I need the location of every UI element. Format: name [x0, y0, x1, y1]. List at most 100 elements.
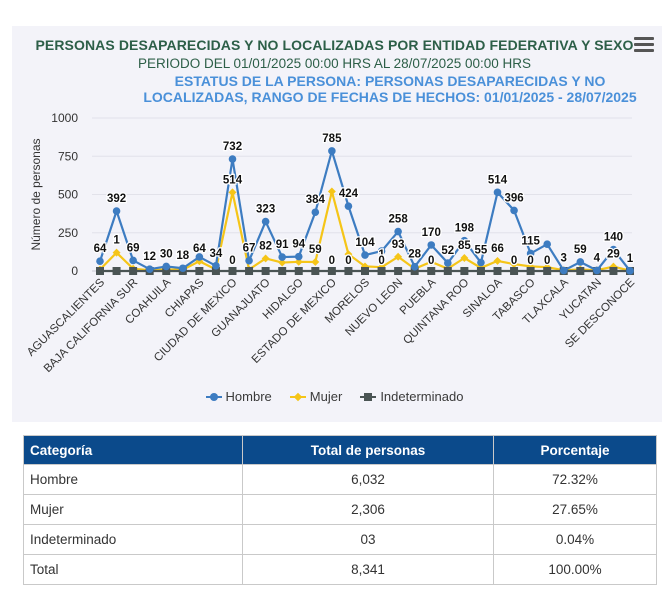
hamburger-menu-icon[interactable] [634, 37, 654, 55]
data-label: 64 [193, 243, 206, 255]
data-point [195, 253, 204, 261]
cell-total: 8,341 [242, 554, 494, 585]
data-label: 198 [455, 223, 475, 235]
data-point [327, 187, 336, 196]
data-label: 12 [143, 251, 156, 263]
data-point [526, 267, 535, 275]
data-label: 69 [127, 242, 140, 254]
header-total: Total de personas [242, 435, 494, 465]
data-label: 29 [607, 249, 620, 261]
data-point [245, 267, 254, 275]
cell-percent: 100.00% [493, 554, 657, 585]
data-point [493, 267, 502, 275]
data-label: 0 [544, 255, 550, 267]
header-categoria: Categoría [23, 435, 243, 465]
chart-title: PERSONAS DESAPARECIDAS Y NO LOCALIZADAS … [35, 37, 634, 53]
legend-item-mujer[interactable]: Mujer [289, 389, 342, 404]
data-point [427, 241, 436, 249]
y-tick-label: 500 [58, 188, 78, 202]
data-label: 28 [408, 249, 421, 261]
data-point [211, 267, 220, 275]
data-point [328, 147, 336, 155]
legend-label-hombre: Hombre [225, 389, 272, 404]
data-point [394, 267, 403, 275]
data-point [460, 254, 469, 262]
data-label: 67 [243, 243, 256, 255]
table-row: Total 8,341 100.00% [23, 554, 657, 585]
data-point [129, 256, 137, 265]
data-label: 396 [504, 192, 523, 204]
legend-item-hombre[interactable]: Hombre [205, 389, 272, 404]
diamond-marker-icon [289, 392, 306, 402]
y-axis-label: Número de personas [29, 138, 43, 250]
data-label: 323 [256, 204, 275, 216]
cell-total: 03 [242, 524, 494, 555]
data-point [576, 267, 585, 275]
data-point [510, 206, 518, 215]
data-point [543, 240, 551, 249]
data-label: 93 [392, 239, 405, 251]
data-label: 115 [521, 235, 540, 247]
data-point [162, 267, 171, 275]
data-point [129, 267, 138, 275]
legend-item-indeterminado[interactable]: Indeterminado [360, 389, 463, 404]
data-point [427, 267, 436, 275]
data-point [443, 267, 452, 275]
data-label: 34 [210, 248, 223, 260]
data-label: 0 [329, 255, 335, 267]
data-label: 55 [475, 245, 488, 257]
cell-percent: 27.65% [493, 494, 657, 525]
data-label: 104 [355, 237, 375, 249]
y-tick-label: 0 [71, 264, 78, 278]
data-label: 785 [322, 133, 342, 145]
data-label: 0 [229, 255, 235, 267]
data-point [510, 267, 519, 275]
table-header-row: Categoría Total de personas Porcentaje [23, 435, 657, 465]
data-point [377, 267, 386, 275]
data-point [228, 267, 237, 275]
y-tick-label: 750 [58, 149, 78, 163]
data-point [543, 267, 552, 275]
cell-percent: 0.04% [493, 524, 657, 555]
cell-percent: 72.32% [493, 464, 657, 495]
data-point [410, 267, 419, 275]
data-label: 1 [113, 235, 120, 247]
cell-category: Total [23, 554, 243, 585]
table-row: Hombre 6,032 72.32% [23, 464, 657, 495]
cell-category: Indeterminado [23, 524, 243, 555]
data-point [112, 267, 121, 275]
data-point [294, 267, 303, 275]
data-point [626, 267, 634, 275]
data-label: 0 [527, 255, 533, 267]
data-point [444, 259, 452, 267]
data-label: 514 [488, 174, 508, 186]
data-point [609, 267, 618, 275]
data-point [344, 250, 353, 259]
summary-table: Categoría Total de personas Porcentaje H… [23, 435, 657, 585]
data-point [593, 266, 601, 275]
x-tick-label: NUEVO LEON [343, 277, 405, 339]
data-label: 392 [107, 193, 126, 205]
data-point [228, 155, 237, 163]
header-porcentaje: Porcentaje [493, 435, 657, 465]
data-point [576, 258, 585, 266]
chart-legend: Hombre Mujer Indeterminado [0, 389, 669, 404]
data-label: 1 [627, 253, 634, 265]
data-label: 0 [378, 255, 384, 267]
legend-label-indeterminado: Indeterminado [380, 389, 464, 404]
cell-total: 2,306 [242, 494, 494, 525]
data-point [410, 262, 419, 271]
data-point [344, 202, 353, 210]
data-point [493, 188, 502, 197]
data-label: 82 [259, 240, 272, 252]
data-label: 64 [94, 243, 107, 255]
data-point [228, 188, 237, 197]
chart-period: PERIODO DEL 01/01/2025 00:00 HRS AL 28/0… [138, 56, 531, 71]
data-label: 0 [428, 255, 434, 267]
data-point [278, 253, 286, 261]
data-point [460, 236, 469, 245]
data-point [427, 257, 436, 266]
data-point [96, 267, 104, 275]
data-label: 30 [160, 248, 173, 260]
data-point [96, 257, 104, 266]
